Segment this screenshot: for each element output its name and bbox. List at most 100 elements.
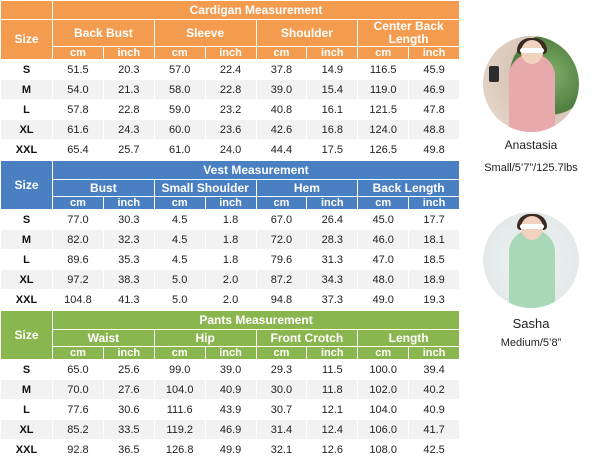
table-cell: 60.0 (153, 119, 206, 140)
size-label: M (0, 79, 53, 100)
unit-cm: cm (52, 346, 104, 360)
table-cell: 23.6 (204, 119, 257, 140)
unit-cm: cm (52, 196, 104, 210)
size-label: S (0, 59, 53, 80)
column-header: Back Bust (52, 19, 155, 47)
column-header: Front Crotch (255, 329, 359, 347)
unit-inch: inch (306, 346, 359, 360)
size-label: S (0, 209, 53, 230)
table-cell: 82.0 (52, 229, 104, 250)
table-cell: 29.3 (255, 359, 308, 380)
table-cell: 37.3 (306, 289, 359, 310)
size-label: M (0, 379, 53, 400)
unit-cm: cm (255, 346, 308, 360)
table-cell: 61.0 (153, 139, 206, 160)
table-cell: 35.3 (102, 249, 155, 270)
column-header: Hem (255, 179, 359, 197)
table-row: S 65.0 25.6 99.0 39.0 29.3 11.5 100.0 39.4 (0, 359, 460, 380)
table-cell: 65.0 (52, 359, 104, 380)
table-cell: 31.3 (306, 249, 359, 270)
unit-inch: inch (204, 46, 257, 60)
table-cell: 31.4 (255, 419, 308, 440)
table-cell: 99.0 (153, 359, 206, 380)
model-name: Anastasia (504, 138, 558, 152)
table-cell: 116.5 (357, 59, 410, 80)
table-cell: 45.9 (408, 59, 460, 80)
column-header: Length (357, 329, 460, 347)
table-row: S 51.5 20.3 57.0 22.4 37.8 14.9 116.5 45.9 (0, 59, 460, 80)
table-cell: 39.0 (204, 359, 257, 380)
column-header: Back Length (357, 179, 460, 197)
vest-table: Size Vest Measurement Bust Small Shoulde… (0, 160, 460, 310)
table-cell: 17.7 (408, 209, 460, 230)
table-cell: 119.2 (153, 419, 206, 440)
table-cell: 34.3 (306, 269, 359, 290)
model-photo (483, 212, 579, 308)
table-cell: 15.4 (306, 79, 359, 100)
table-cell: 47.0 (357, 249, 410, 270)
size-label: L (0, 99, 53, 120)
column-header: Small Shoulder (153, 179, 257, 197)
table-cell: 2.0 (204, 269, 257, 290)
table-cell: 5.0 (153, 269, 206, 290)
table-cell: 2.0 (204, 289, 257, 310)
table-cell: 42.6 (255, 119, 308, 140)
table-cell: 46.9 (408, 79, 460, 100)
table-cell: 24.3 (102, 119, 155, 140)
table-cell: 89.6 (52, 249, 104, 270)
model-photo (483, 36, 579, 132)
size-label: S (0, 359, 53, 380)
table-row: XXL 104.8 41.3 5.0 2.0 94.8 37.3 49.0 19.3 (0, 289, 460, 310)
table-cell: 30.6 (102, 399, 155, 420)
table-cell: 20.3 (102, 59, 155, 80)
model-figure (509, 230, 555, 308)
unit-cm: cm (153, 46, 206, 60)
size-chart: Cardigan Measurement Size Back Bust Slee… (0, 0, 460, 460)
table-cell: 30.3 (102, 209, 155, 230)
table-cell: 97.2 (52, 269, 104, 290)
table-row: L 77.6 30.6 111.6 43.9 30.7 12.1 104.0 40.9 (0, 399, 460, 420)
unit-inch: inch (408, 46, 460, 60)
table-cell: 59.0 (153, 99, 206, 120)
table-cell: 25.7 (102, 139, 155, 160)
unit-inch: inch (306, 46, 359, 60)
size-label: XL (0, 269, 53, 290)
table-row: M 70.0 27.6 104.0 40.9 30.0 11.8 102.0 40.2 (0, 379, 460, 400)
column-header: Bust (52, 179, 155, 197)
table-cell: 49.8 (408, 139, 460, 160)
table-cell: 19.3 (408, 289, 460, 310)
pants-table: Size Pants Measurement Waist Hip Front C… (0, 310, 460, 460)
size-header: Size (0, 310, 53, 360)
pants-title: Pants Measurement (52, 310, 460, 330)
unit-inch: inch (306, 196, 359, 210)
table-cell: 32.3 (102, 229, 155, 250)
table-cell: 11.5 (306, 359, 359, 380)
unit-cm: cm (357, 346, 410, 360)
table-cell: 87.2 (255, 269, 308, 290)
table-cell: 4.5 (153, 209, 206, 230)
table-cell: 49.0 (357, 289, 410, 310)
table-cell: 58.0 (153, 79, 206, 100)
table-cell: 22.8 (204, 79, 257, 100)
unit-cm: cm (153, 346, 206, 360)
table-cell: 67.0 (255, 209, 308, 230)
size-label: M (0, 229, 53, 250)
unit-cm: cm (153, 196, 206, 210)
table-cell: 17.5 (306, 139, 359, 160)
table-cell: 1.8 (204, 229, 257, 250)
vest-title: Vest Measurement (52, 160, 460, 180)
table-cell: 51.5 (52, 59, 104, 80)
table-cell: 12.1 (306, 399, 359, 420)
size-label: XL (0, 119, 53, 140)
table-cell: 18.1 (408, 229, 460, 250)
table-cell: 48.8 (408, 119, 460, 140)
table-row: M 82.0 32.3 4.5 1.8 72.0 28.3 46.0 18.1 (0, 229, 460, 250)
table-cell: 94.8 (255, 289, 308, 310)
table-cell: 21.3 (102, 79, 155, 100)
table-row: L 57.8 22.8 59.0 23.2 40.8 16.1 121.5 47.8 (0, 99, 460, 120)
model-anastasia: Anastasia Small/5’7”/125.7lbs (462, 36, 600, 174)
table-cell: 1.8 (204, 249, 257, 270)
unit-cm: cm (357, 46, 410, 60)
table-cell: 46.9 (204, 419, 257, 440)
vest-rows: S 77.0 30.3 4.5 1.8 67.0 26.4 45.0 17.7 M 82.0 32.3… (0, 209, 460, 310)
